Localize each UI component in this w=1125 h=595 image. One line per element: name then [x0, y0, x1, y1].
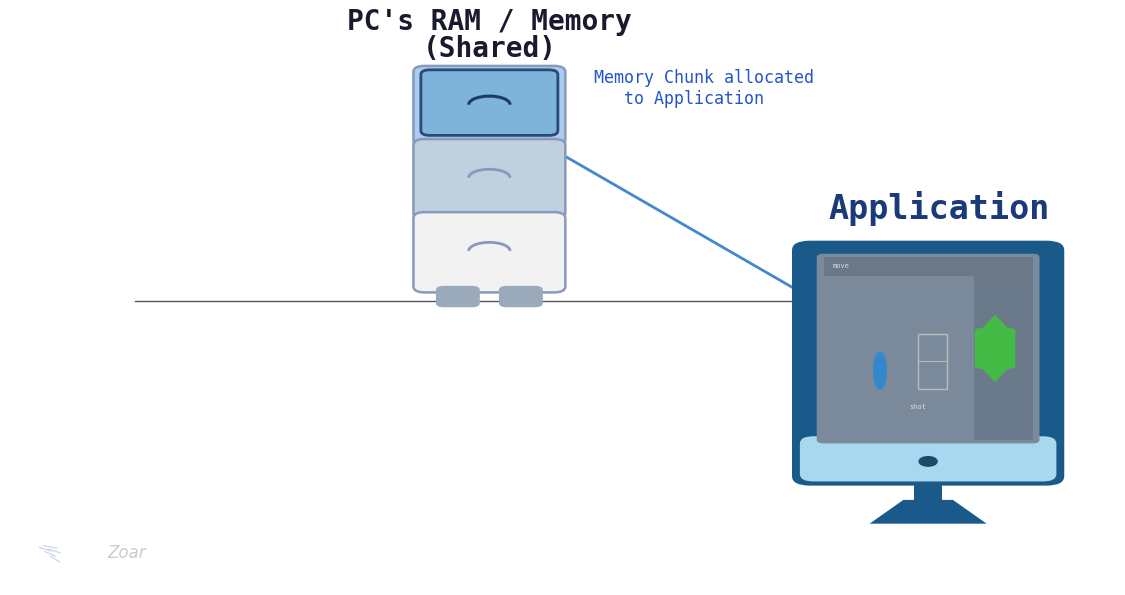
- Bar: [918, 334, 947, 389]
- FancyBboxPatch shape: [421, 70, 558, 136]
- Text: Application: Application: [829, 192, 1050, 227]
- Polygon shape: [980, 366, 1010, 381]
- Text: Memory Chunk allocated
   to Application: Memory Chunk allocated to Application: [594, 69, 813, 108]
- FancyBboxPatch shape: [500, 286, 543, 307]
- Bar: [824, 257, 1033, 275]
- FancyBboxPatch shape: [817, 253, 1040, 443]
- Ellipse shape: [874, 352, 886, 389]
- Text: PC's RAM / Memory: PC's RAM / Memory: [346, 8, 632, 36]
- FancyBboxPatch shape: [414, 212, 565, 292]
- Text: (Shared): (Shared): [422, 35, 557, 63]
- Text: move: move: [832, 264, 849, 270]
- Bar: [974, 257, 1033, 440]
- FancyBboxPatch shape: [414, 66, 565, 146]
- FancyBboxPatch shape: [974, 328, 1016, 369]
- FancyBboxPatch shape: [792, 241, 1064, 486]
- Polygon shape: [870, 500, 987, 524]
- FancyBboxPatch shape: [435, 286, 479, 307]
- FancyBboxPatch shape: [414, 139, 565, 220]
- Bar: [914, 476, 943, 500]
- Polygon shape: [980, 316, 1010, 331]
- Text: shot: shot: [909, 404, 926, 410]
- Circle shape: [919, 456, 937, 466]
- Text: Zoar: Zoar: [107, 544, 145, 562]
- FancyBboxPatch shape: [800, 436, 1056, 481]
